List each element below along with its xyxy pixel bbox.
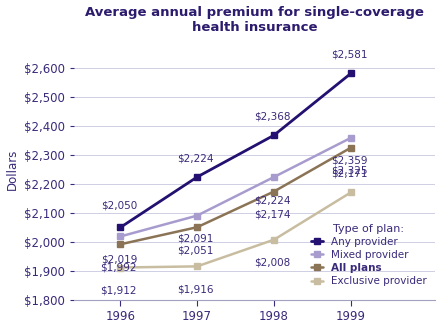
Exclusive provider [348,190,354,194]
Text: $2,581: $2,581 [331,50,368,60]
Text: $2,008: $2,008 [254,258,291,268]
Line: Any provider: Any provider [117,70,355,231]
Text: $1,912: $1,912 [101,286,137,295]
Text: $2,368: $2,368 [254,111,291,121]
Title: Average annual premium for single-coverage
health insurance: Average annual premium for single-covera… [86,6,424,34]
Text: $2,171: $2,171 [331,168,368,179]
Mixed provider [348,136,354,140]
Text: $2,224: $2,224 [177,153,214,163]
Line: All plans: All plans [117,145,354,247]
Text: $1,916: $1,916 [177,285,214,294]
Text: $2,019: $2,019 [101,255,137,265]
All plans [348,146,354,150]
Any provider [118,225,123,229]
Text: $1,992: $1,992 [101,262,137,272]
Exclusive provider [271,238,277,241]
Text: $2,224: $2,224 [254,195,291,205]
All plans [118,242,123,246]
All plans [194,225,200,229]
Mixed provider [194,214,200,217]
Line: Mixed provider: Mixed provider [117,135,354,239]
Text: $2,051: $2,051 [178,245,214,255]
Text: $2,050: $2,050 [101,201,137,211]
All plans [271,190,277,193]
Mixed provider [271,175,277,179]
Exclusive provider [194,265,200,268]
Text: $2,325: $2,325 [331,166,368,176]
Y-axis label: Dollars: Dollars [6,149,19,190]
Mixed provider [118,235,123,239]
Legend: Any provider, Mixed provider, All plans, Exclusive provider: Any provider, Mixed provider, All plans,… [307,221,430,290]
Text: $2,091: $2,091 [178,234,214,244]
Any provider [348,71,354,75]
Text: $2,359: $2,359 [331,156,368,166]
Exclusive provider [118,266,123,269]
Line: Exclusive provider: Exclusive provider [117,190,354,270]
Any provider [194,175,200,179]
Any provider [271,133,277,137]
Text: $2,174: $2,174 [254,210,291,219]
